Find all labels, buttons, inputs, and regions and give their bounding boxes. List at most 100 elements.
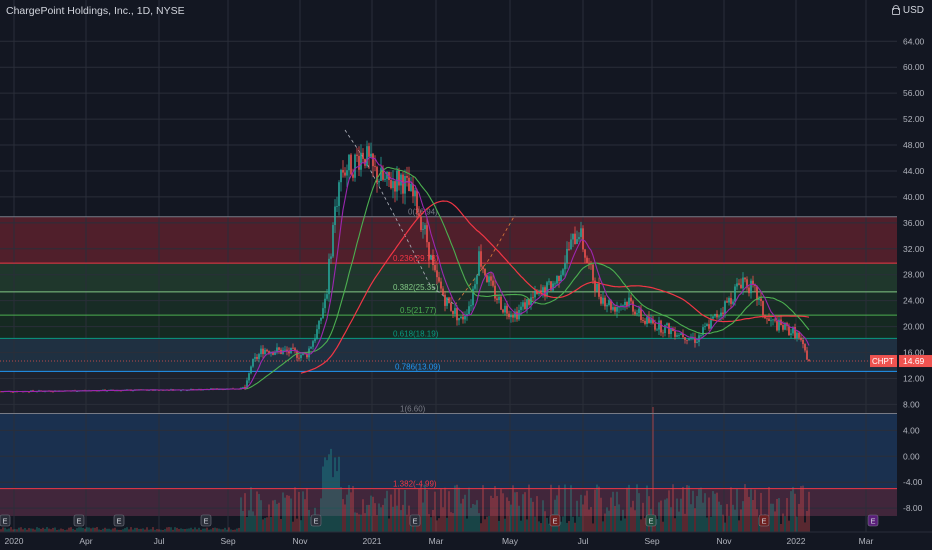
volume-bar (146, 527, 148, 532)
volume-bar (100, 529, 102, 532)
candle-body (406, 176, 408, 178)
candle-body (266, 349, 268, 352)
currency-menu[interactable]: USD (891, 5, 924, 16)
earnings-marker[interactable]: E (549, 514, 561, 527)
earnings-marker-box[interactable] (200, 514, 212, 527)
volume-bar (64, 529, 66, 532)
volume-bar (152, 527, 154, 532)
volume-bar (276, 503, 278, 532)
earnings-marker-box[interactable] (645, 514, 657, 527)
earnings-marker[interactable]: E (113, 514, 125, 527)
candle-body (524, 302, 526, 310)
fib-zones (0, 216, 897, 516)
volume-bar (92, 527, 94, 532)
candle-body (662, 332, 664, 334)
earnings-marker-box[interactable] (113, 514, 125, 527)
candle-body (422, 229, 424, 230)
volume-bar (776, 498, 778, 532)
chart-title: ChargePoint Holdings, Inc., 1D, NYSE (6, 5, 185, 17)
earnings-marker-box[interactable] (409, 514, 421, 527)
candle-body (596, 283, 598, 292)
candle-body (776, 320, 778, 331)
volume-bar (518, 505, 520, 532)
volume-bar (50, 529, 52, 532)
candle-body (734, 286, 736, 302)
candle-body (416, 190, 418, 214)
volume-bar (228, 527, 230, 532)
volume-bar (148, 529, 150, 532)
earnings-marker-box[interactable] (0, 514, 11, 527)
earnings-marker[interactable]: E (758, 514, 770, 527)
volume-bar (558, 485, 560, 532)
earnings-marker[interactable]: E (645, 514, 657, 527)
candle-body (548, 281, 550, 283)
volume-bar (358, 514, 360, 532)
price-tick-label: 64.00 (903, 36, 925, 46)
candle-body (368, 146, 370, 157)
volume-bar (88, 527, 90, 532)
volume-bar (272, 500, 274, 532)
volume-bar (734, 509, 736, 532)
time-tick-label: Jul (154, 536, 165, 546)
volume-bar (522, 494, 524, 532)
volume-bar (696, 496, 698, 532)
candle-body (652, 319, 654, 324)
candle-body (440, 281, 442, 289)
earnings-marker-box[interactable] (549, 514, 561, 527)
candle-body (310, 346, 312, 349)
candle-body (592, 264, 594, 281)
volume-bar (296, 518, 298, 532)
candle-body (512, 315, 514, 318)
candle-body (254, 357, 256, 359)
volume-bar (224, 527, 226, 532)
volume-bar (782, 513, 784, 532)
volume-bar (690, 504, 692, 532)
volume-bar (122, 529, 124, 532)
candle-body (712, 316, 714, 319)
volume-bar (16, 529, 18, 532)
candle-body (610, 300, 612, 310)
candle-body (774, 319, 776, 321)
candle-body (344, 172, 346, 176)
earnings-marker-box[interactable] (73, 514, 85, 527)
candle-body (408, 177, 410, 192)
earnings-marker[interactable]: E (200, 514, 212, 527)
volume-bar (610, 497, 612, 532)
earnings-marker[interactable]: E (73, 514, 85, 527)
volume-bar (238, 527, 240, 532)
candle-body (742, 277, 744, 289)
earnings-marker-box[interactable] (758, 514, 770, 527)
volume-bar (106, 528, 108, 532)
volume-bar (404, 489, 406, 532)
volume-bar (562, 516, 564, 532)
candle-body (648, 316, 650, 323)
candle-body (364, 158, 366, 166)
volume-bar (142, 528, 144, 532)
volume-bar (476, 500, 478, 532)
volume-bar (176, 527, 178, 532)
candle-body (540, 290, 542, 293)
volume-bar (456, 484, 458, 532)
candle-body (682, 333, 684, 338)
candle-body (700, 334, 702, 336)
volume-bar (530, 497, 532, 532)
candle-body (430, 255, 432, 260)
earnings-marker[interactable]: E (0, 514, 11, 527)
candle-body (552, 283, 554, 291)
volume-bar (410, 523, 412, 532)
candle-body (724, 301, 726, 314)
earnings-marker[interactable]: E (310, 514, 322, 527)
volume-bar (162, 529, 164, 532)
candle-body (686, 339, 688, 341)
volume-bar (652, 407, 654, 532)
earnings-marker[interactable]: E (409, 514, 421, 527)
candle-body (792, 326, 794, 334)
earnings-marker-box[interactable] (310, 514, 322, 527)
earnings-marker[interactable]: E (867, 514, 879, 527)
volume-bar (112, 528, 114, 532)
earnings-marker-box[interactable] (867, 514, 879, 527)
price-tag-value-bg (899, 355, 932, 368)
candle-body (396, 170, 398, 192)
volume-bar (354, 512, 356, 532)
